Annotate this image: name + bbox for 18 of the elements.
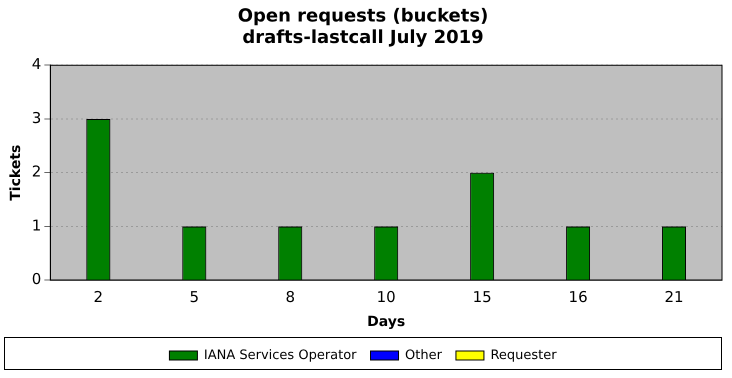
x-tick-label: 5 [189,288,200,306]
legend-label: Requester [490,348,558,363]
y-tick-label: 0 [32,270,42,288]
x-tick-label: 10 [376,288,396,306]
x-tick-label: 16 [568,288,588,306]
y-axis-title: Tickets [8,144,24,201]
chart-title: Open requests (buckets) drafts-lastcall July 2019 [238,5,488,48]
legend-label: IANA Services Operator [204,348,358,363]
y-tick-label: 1 [32,216,42,234]
y-tick-label: 3 [32,108,42,127]
x-tick-label: 15 [472,288,492,306]
x-tick-label: 21 [664,288,684,306]
x-tick-label: 8 [285,288,295,306]
y-tick-label: 2 [32,162,42,181]
y-tick-label: 4 [32,55,42,74]
legend-label: Other [405,348,443,363]
x-tick-label: 2 [94,288,104,306]
x-axis-title: Days [367,314,406,330]
